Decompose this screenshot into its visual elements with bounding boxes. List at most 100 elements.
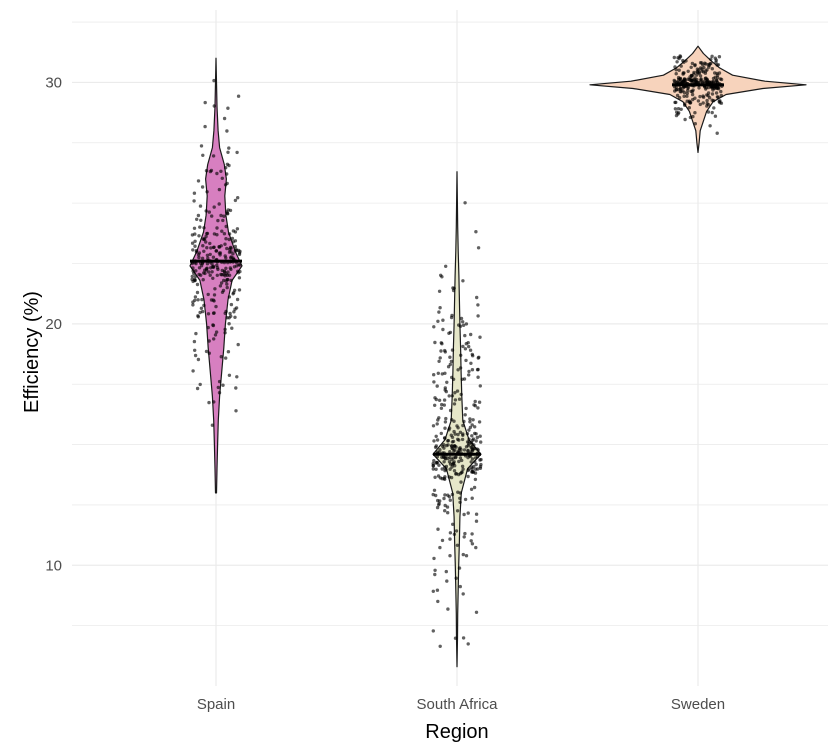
data-point — [447, 428, 451, 432]
data-point — [468, 420, 472, 424]
data-point — [206, 256, 210, 260]
data-point — [433, 568, 437, 572]
data-point — [476, 303, 480, 307]
data-point — [201, 153, 205, 157]
data-point — [476, 375, 480, 379]
data-point — [467, 373, 471, 377]
data-point — [227, 295, 232, 299]
data-point — [474, 462, 478, 467]
data-point — [465, 432, 470, 436]
data-point — [217, 245, 221, 249]
data-point — [707, 85, 711, 90]
x-axis-title: Region — [425, 721, 488, 742]
data-point — [461, 279, 465, 283]
data-point — [444, 416, 448, 421]
data-point — [463, 347, 468, 351]
data-point — [689, 89, 693, 94]
data-point — [215, 233, 219, 237]
data-point — [674, 88, 678, 92]
data-point — [195, 282, 200, 287]
data-point — [675, 93, 680, 98]
data-point — [473, 399, 477, 404]
data-point — [450, 394, 455, 398]
data-point — [435, 460, 439, 465]
data-point — [713, 114, 718, 118]
data-point — [205, 253, 210, 257]
data-point — [432, 380, 436, 384]
data-point — [466, 511, 470, 515]
data-point — [206, 312, 211, 316]
data-point — [715, 75, 720, 80]
data-point — [715, 131, 719, 135]
data-point — [698, 74, 703, 78]
data-point — [441, 327, 445, 332]
data-point — [226, 277, 230, 282]
data-point — [197, 234, 201, 238]
data-point — [469, 332, 473, 337]
data-point — [681, 85, 686, 90]
data-point — [436, 319, 440, 323]
data-point — [435, 588, 440, 592]
data-point — [201, 244, 205, 248]
data-point — [706, 103, 711, 107]
data-point — [464, 445, 469, 449]
data-point — [228, 311, 232, 316]
data-point — [436, 527, 440, 531]
data-point — [450, 457, 454, 462]
data-point — [217, 379, 222, 384]
data-point — [237, 288, 242, 292]
data-point — [470, 434, 474, 438]
data-point — [197, 266, 202, 270]
data-point — [468, 417, 472, 421]
data-point — [682, 71, 686, 75]
data-point — [191, 266, 195, 270]
data-point — [195, 217, 199, 221]
data-point — [695, 73, 699, 77]
data-point — [460, 458, 464, 463]
data-point — [678, 77, 682, 82]
data-point — [453, 391, 457, 395]
data-point — [466, 455, 470, 460]
data-point — [214, 249, 218, 253]
data-point — [206, 325, 210, 330]
data-point — [211, 245, 216, 250]
data-point — [677, 87, 681, 92]
data-point — [462, 448, 467, 452]
data-point — [227, 237, 231, 242]
data-point — [442, 398, 447, 402]
data-point — [710, 54, 714, 58]
data-point — [708, 80, 712, 85]
data-point — [467, 437, 471, 441]
data-point — [435, 454, 440, 459]
data-point — [470, 469, 474, 474]
data-point — [474, 230, 478, 234]
data-point — [192, 191, 197, 195]
data-point — [222, 116, 227, 121]
data-point — [453, 448, 457, 452]
data-point — [203, 100, 207, 105]
data-point — [432, 556, 436, 561]
data-point — [212, 104, 216, 108]
data-point — [458, 496, 462, 500]
data-point — [688, 101, 692, 105]
data-point — [706, 110, 711, 114]
median-lines — [190, 83, 724, 456]
data-point — [449, 475, 454, 480]
data-point — [439, 349, 443, 353]
data-point — [432, 439, 436, 443]
y-tick-label: 30 — [45, 74, 62, 91]
data-point — [448, 554, 452, 558]
data-point — [476, 448, 480, 452]
data-point — [442, 496, 446, 501]
data-point — [477, 400, 482, 404]
data-point — [459, 353, 463, 357]
data-point — [448, 498, 452, 502]
data-point — [228, 266, 232, 270]
data-point — [447, 394, 451, 398]
data-point — [436, 599, 440, 604]
data-point — [693, 122, 697, 126]
data-point — [235, 297, 240, 302]
data-point — [690, 61, 695, 66]
violins — [189, 45, 807, 668]
data-point — [455, 543, 460, 547]
